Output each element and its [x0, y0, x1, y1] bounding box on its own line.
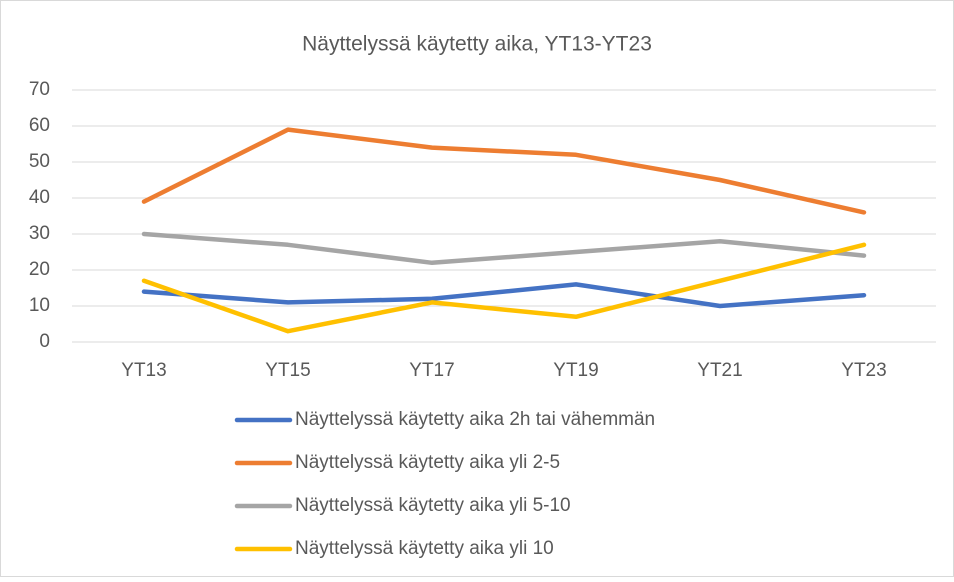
x-tick-label: YT19 [553, 360, 598, 381]
x-tick-label: YT15 [265, 360, 310, 381]
y-tick-label: 20 [29, 259, 50, 280]
x-tick-label: YT13 [121, 360, 166, 381]
chart-title: Näyttelyssä käytetty aika, YT13-YT23 [302, 33, 652, 56]
series-line [141, 242, 867, 334]
series-line [141, 231, 867, 266]
series-line [141, 127, 867, 215]
y-tick-label: 70 [29, 79, 50, 100]
x-tick-label: YT23 [841, 360, 886, 381]
legend-label: Näyttelyssä käytetty aika yli 10 [295, 538, 554, 559]
y-tick-label: 40 [29, 187, 50, 208]
legend-label: Näyttelyssä käytetty aika yli 2-5 [295, 452, 560, 473]
y-tick-label: 50 [29, 151, 50, 172]
x-tick-label: YT17 [409, 360, 454, 381]
legend-label: Näyttelyssä käytetty aika yli 5-10 [295, 495, 571, 516]
y-tick-label: 0 [39, 331, 50, 352]
y-tick-label: 10 [29, 295, 50, 316]
series-line [141, 282, 867, 309]
legend-label: Näyttelyssä käytetty aika 2h tai vähemmä… [295, 409, 655, 430]
y-tick-label: 30 [29, 223, 50, 244]
x-tick-label: YT21 [697, 360, 742, 381]
y-tick-label: 60 [29, 115, 50, 136]
